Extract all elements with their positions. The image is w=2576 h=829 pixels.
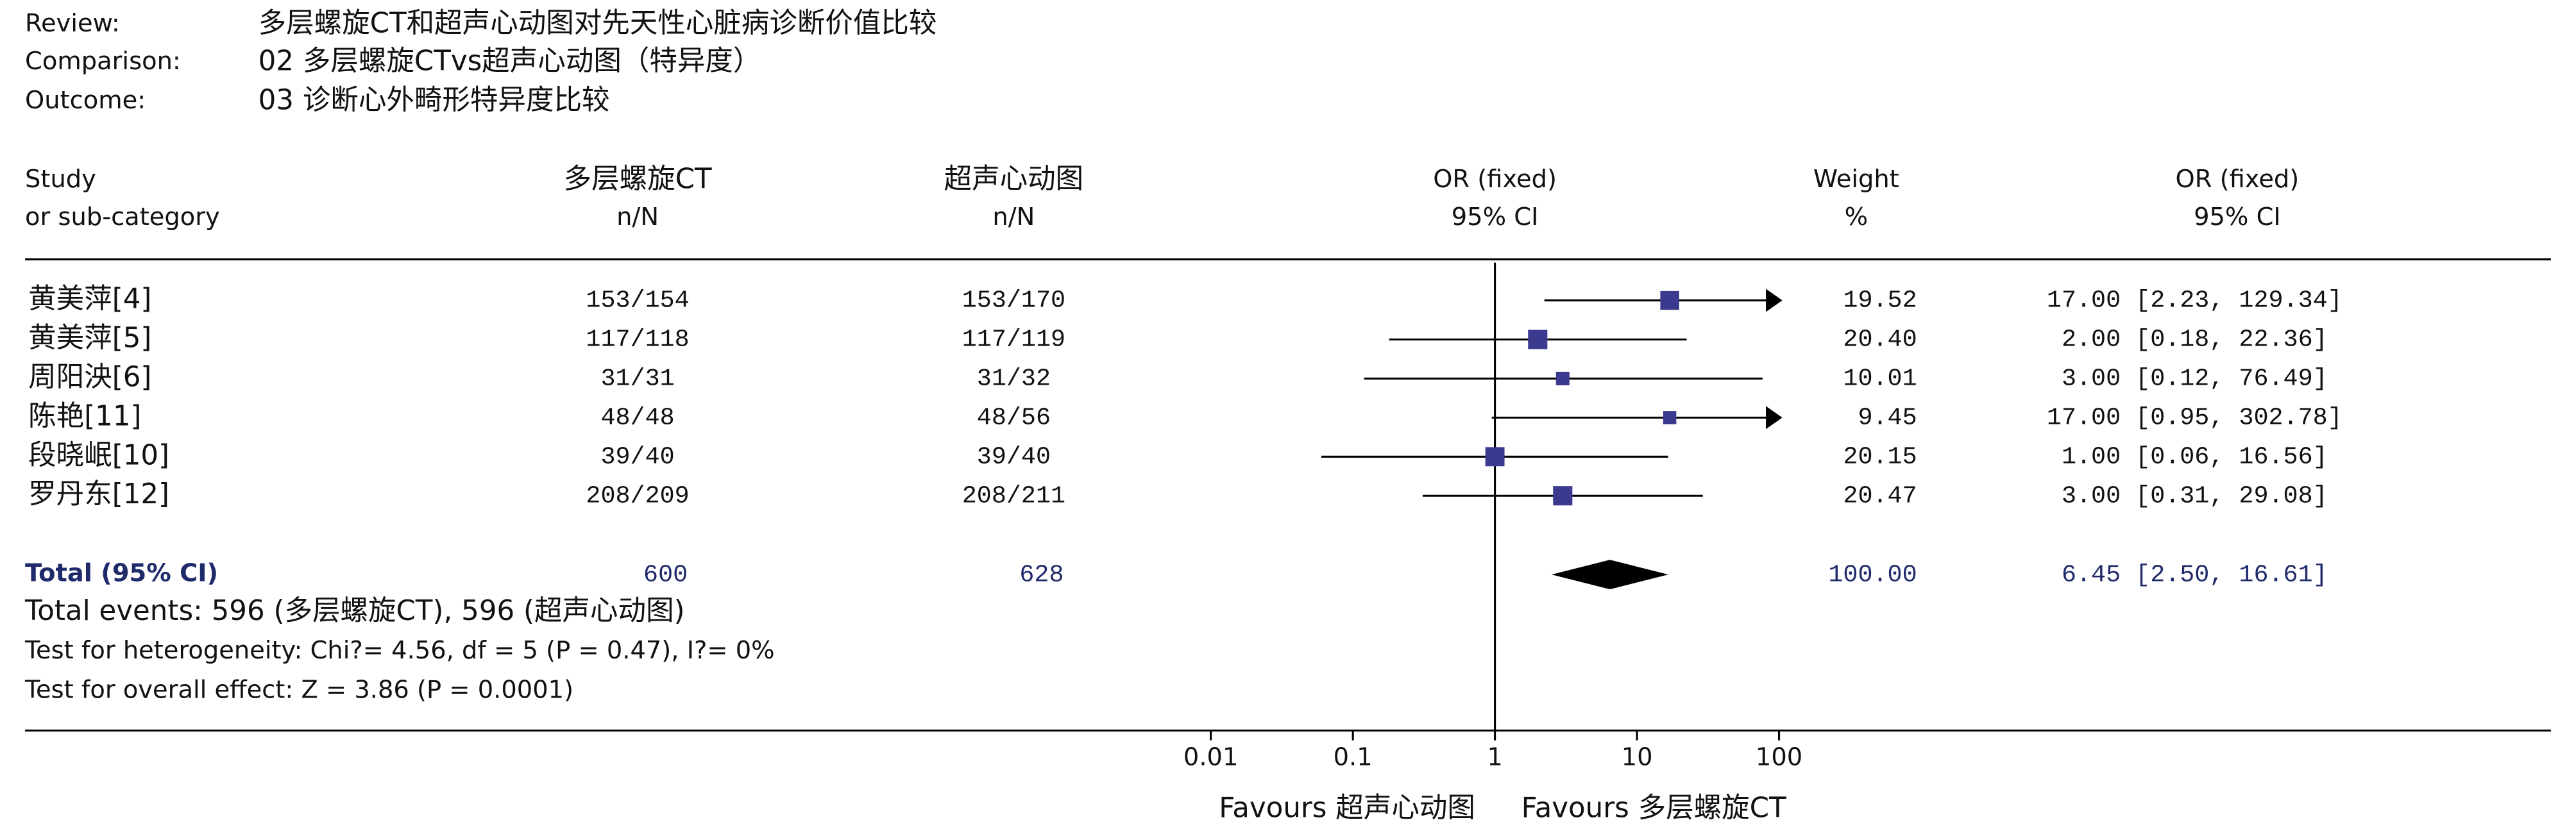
ci-label: [0.95, 302.78] — [2135, 404, 2343, 432]
group2-count: 31/32 — [977, 365, 1051, 393]
group1-count: 153/154 — [586, 287, 689, 315]
ci-arrow — [1766, 289, 1783, 312]
column-header: OR (fixed) — [2176, 165, 2300, 194]
group2-count: 39/40 — [977, 442, 1051, 471]
effect-label: 2.00 — [2062, 326, 2121, 354]
effect-label: 1.00 — [2062, 442, 2121, 471]
group1-count: 39/40 — [600, 442, 674, 471]
column-header: 超声心动图 — [944, 163, 1084, 196]
column-header: 95% CI — [2194, 203, 2281, 231]
group2-count: 153/170 — [962, 287, 1065, 315]
comparison-label: Comparison: — [25, 47, 181, 76]
footer-note: Test for overall effect: Z = 3.86 (P = 0… — [24, 675, 573, 704]
weight-label: 20.15 — [1843, 442, 1917, 471]
column-header: n/N — [616, 203, 659, 231]
weight-label: 10.01 — [1843, 365, 1917, 393]
study-name: 周阳泱[6] — [28, 361, 151, 393]
group1-count: 117/118 — [586, 326, 689, 354]
group1-count: 208/209 — [586, 481, 689, 510]
column-header: Weight — [1813, 165, 1899, 194]
total-label: Total (95% CI) — [25, 559, 218, 588]
x-tick-label: 0.01 — [1183, 742, 1238, 771]
column-header: n/N — [992, 203, 1035, 231]
effect-square — [1528, 330, 1548, 349]
study-name: 罗丹东[12] — [28, 478, 169, 510]
weight-label: 20.40 — [1843, 326, 1917, 354]
ci-label: [2.23, 129.34] — [2135, 287, 2343, 315]
x-tick-label: 1 — [1487, 742, 1502, 771]
total-group1: 600 — [643, 560, 688, 589]
study-name: 陈艳[11] — [28, 400, 141, 432]
column-header: or sub-category — [25, 203, 220, 231]
total-group2: 628 — [1019, 560, 1063, 589]
total-effect: 6.45 — [2062, 560, 2121, 589]
effect-square — [1485, 447, 1505, 467]
comparison: 02 多层螺旋CTvs超声心动图（特异度） — [258, 45, 761, 77]
total-ci: [2.50, 16.61] — [2135, 560, 2328, 589]
total-weight: 100.00 — [1828, 560, 1917, 589]
outcome-label: Outcome: — [25, 86, 146, 115]
effect-label: 17.00 — [2047, 404, 2121, 432]
footer-note: Test for heterogeneity: Chi?= 4.56, df =… — [24, 636, 775, 665]
review: 多层螺旋CT和超声心动图对先天性心脏病诊断价值比较 — [258, 7, 937, 39]
study-name: 黄美萍[4] — [28, 283, 151, 315]
column-header: Study — [25, 165, 96, 194]
group2-count: 48/56 — [977, 404, 1051, 432]
group2-count: 208/211 — [962, 481, 1065, 510]
study-name: 段晓岷[10] — [28, 439, 169, 471]
effect-square — [1553, 486, 1573, 506]
total-diamond — [1551, 560, 1668, 590]
x-tick-label: 0.1 — [1334, 742, 1373, 771]
column-header: OR (fixed) — [1433, 165, 1557, 194]
ci-label: [0.12, 76.49] — [2135, 365, 2328, 393]
favours-right: Favours 多层螺旋CT — [1521, 792, 1786, 824]
column-header: 多层螺旋CT — [564, 163, 712, 196]
ci-arrow — [1766, 406, 1783, 430]
weight-label: 9.45 — [1858, 404, 1917, 432]
effect-square — [1555, 371, 1570, 385]
ci-label: [0.18, 22.36] — [2135, 326, 2328, 354]
favours-left: Favours 超声心动图 — [1219, 792, 1475, 824]
review-label: Review: — [25, 9, 120, 38]
ci-label: [0.31, 29.08] — [2135, 481, 2328, 510]
group2-count: 117/119 — [962, 326, 1065, 354]
effect-label: 3.00 — [2062, 481, 2121, 510]
weight-label: 19.52 — [1843, 287, 1917, 315]
effect-label: 3.00 — [2062, 365, 2121, 393]
study-name: 黄美萍[5] — [28, 322, 151, 354]
effect-square — [1660, 290, 1679, 310]
column-header: % — [1845, 203, 1868, 231]
weight-label: 20.47 — [1843, 481, 1917, 510]
effect-label: 17.00 — [2047, 287, 2121, 315]
ci-label: [0.06, 16.56] — [2135, 442, 2328, 471]
group1-count: 48/48 — [600, 404, 674, 432]
column-header: 95% CI — [1452, 203, 1539, 231]
x-tick-label: 10 — [1622, 742, 1653, 771]
footer-note: Total events: 596 (多层螺旋CT), 596 (超声心动图) — [24, 595, 685, 627]
group1-count: 31/31 — [600, 365, 674, 393]
x-tick-label: 100 — [1756, 742, 1802, 771]
effect-square — [1663, 411, 1677, 424]
outcome: 03 诊断心外畸形特异度比较 — [258, 85, 610, 117]
